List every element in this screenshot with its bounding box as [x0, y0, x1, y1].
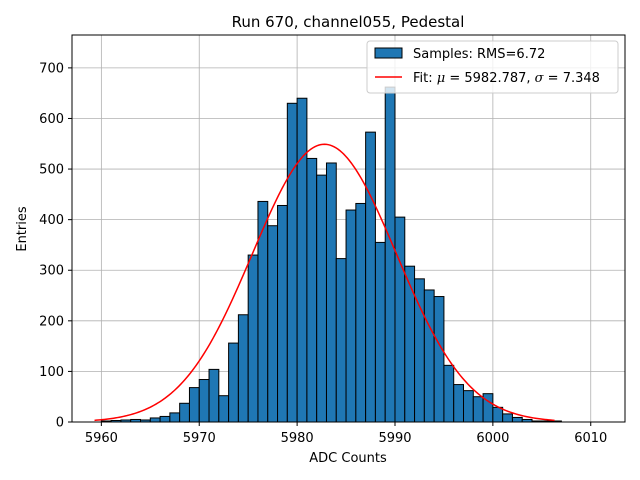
histogram-bar — [159, 415, 171, 423]
histogram-bar — [198, 379, 210, 423]
legend-mu-symbol: μ — [437, 71, 445, 86]
y-axis-ticks: 0 100 200 300 400 500 600 700 — [39, 61, 72, 431]
legend-fit-prefix: Fit: — [413, 71, 437, 86]
x-axis-ticks: 5960 5970 5980 5990 6000 6010 — [85, 422, 607, 446]
histogram-bar — [267, 225, 279, 423]
histogram-bar — [404, 265, 416, 423]
histogram-bar — [149, 417, 161, 423]
y-tick-label: 600 — [39, 112, 64, 127]
histogram-bar — [355, 202, 367, 423]
histogram-bar — [169, 412, 181, 423]
histogram-bar — [472, 396, 484, 423]
histogram-bar — [218, 395, 230, 423]
y-tick-label: 500 — [39, 163, 64, 178]
histogram-bar — [257, 200, 269, 423]
plot-frame — [71, 34, 626, 423]
histogram-bar — [228, 342, 239, 423]
histogram-bars — [100, 86, 562, 423]
y-tick-label: 300 — [39, 264, 64, 279]
legend-bars-label: Samples: RMS=6.72 — [413, 47, 545, 62]
x-tick-label: 5990 — [378, 431, 411, 446]
y-axis-label: Entries — [15, 206, 30, 252]
histogram-bar — [374, 241, 386, 423]
y-tick-label: 700 — [39, 61, 64, 76]
y-tick-label: 0 — [56, 416, 64, 431]
histogram-bar — [423, 289, 435, 423]
histogram-bar — [237, 314, 249, 423]
histogram-bar — [453, 384, 465, 423]
legend-mu-value: = 5982.787, — [445, 71, 534, 86]
histogram-bar — [502, 413, 513, 423]
legend-bars-swatch — [374, 47, 403, 59]
histogram-bar — [208, 368, 220, 423]
histogram-bar — [394, 216, 406, 423]
x-tick-label: 5960 — [85, 431, 118, 446]
histogram-bar — [443, 364, 455, 423]
legend-fit-label: Fit: μ = 5982.787, σ = 7.348 — [413, 71, 600, 86]
x-tick-label: 5970 — [183, 431, 216, 446]
x-tick-label: 5980 — [281, 431, 314, 446]
histogram-bar — [296, 97, 308, 423]
histogram-bar — [277, 204, 288, 423]
histogram-bar — [179, 402, 190, 423]
x-axis-label: ADC Counts — [309, 451, 387, 466]
histogram-bar — [384, 86, 396, 423]
legend-box — [366, 40, 619, 94]
histogram-bar — [335, 258, 347, 423]
histogram-bar — [325, 162, 337, 423]
histogram-bar — [306, 157, 318, 423]
legend-sigma-symbol: σ — [535, 71, 545, 86]
legend: Samples: RMS=6.72 Fit: μ = 5982.787, σ =… — [366, 40, 619, 94]
histogram-bar — [188, 387, 200, 423]
histogram-bar — [511, 416, 523, 423]
gaussian-fit-curve — [94, 143, 555, 422]
chart-title: Run 670, channel055, Pedestal — [232, 13, 465, 31]
y-tick-label: 100 — [39, 365, 64, 380]
histogram-bar — [286, 102, 298, 423]
legend-sigma-value: = 7.348 — [544, 71, 600, 86]
y-tick-label: 400 — [39, 213, 64, 228]
x-tick-label: 6010 — [574, 431, 607, 446]
histogram-bar — [345, 209, 357, 423]
histogram-bar — [433, 296, 445, 423]
x-tick-label: 6000 — [476, 431, 509, 446]
histogram-bar — [316, 174, 327, 423]
histogram-bar — [365, 131, 376, 423]
histogram-bar — [492, 406, 504, 423]
histogram-bar — [247, 254, 259, 423]
histogram-bar — [463, 390, 474, 423]
y-tick-label: 200 — [39, 314, 64, 329]
